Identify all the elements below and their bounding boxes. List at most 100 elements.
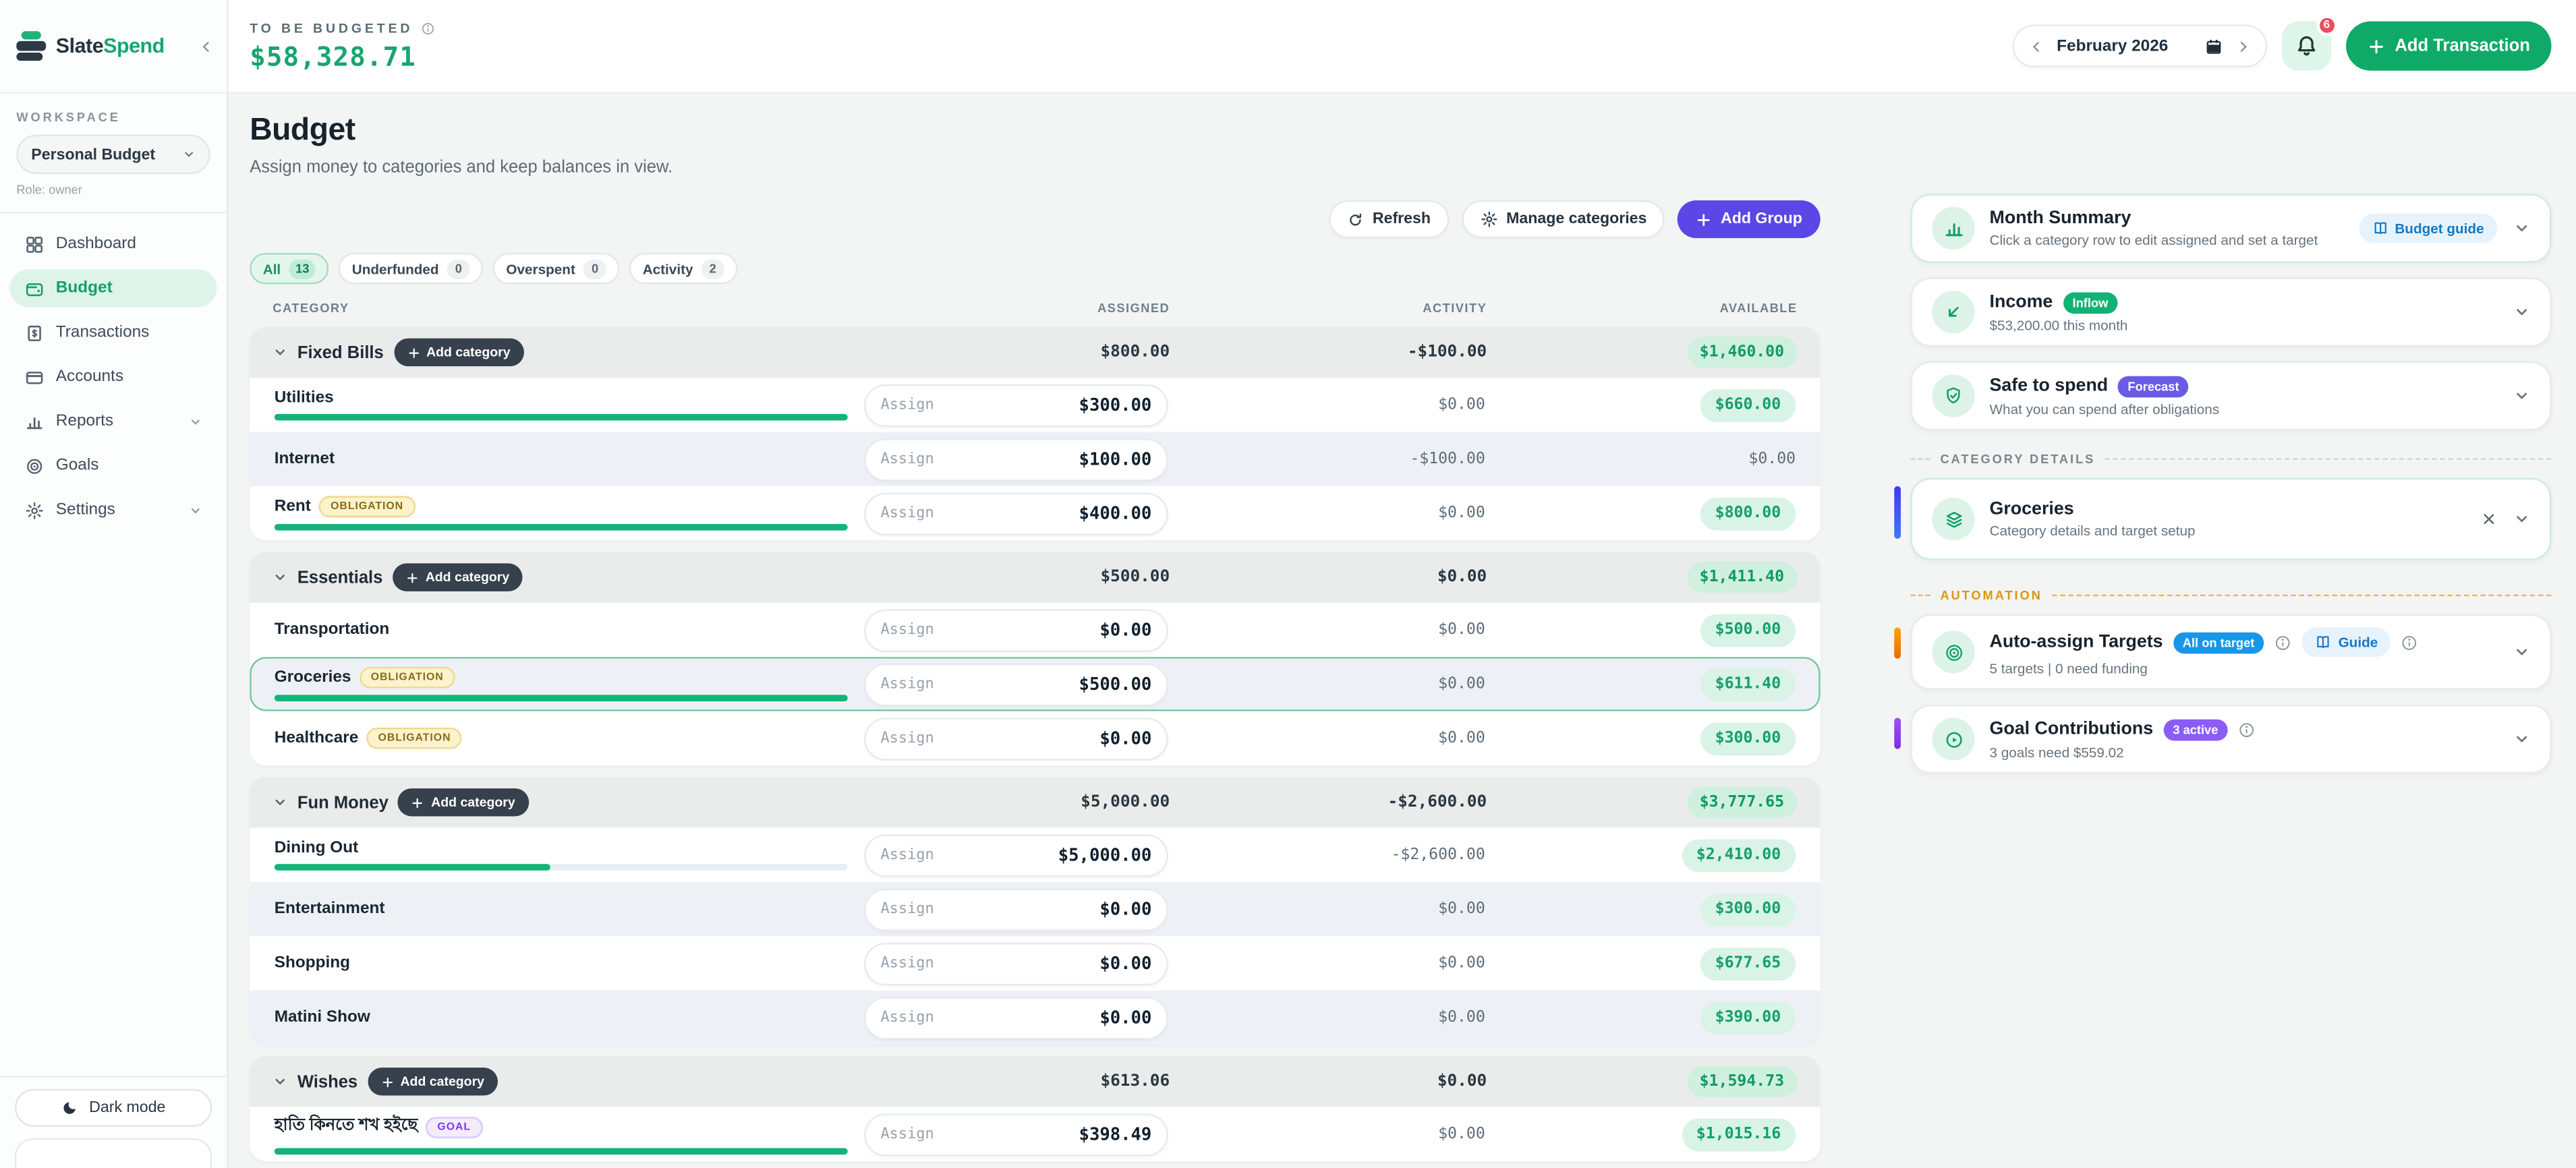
refresh-button[interactable]: Refresh bbox=[1329, 200, 1449, 239]
assign-input[interactable]: Assign $0.00 bbox=[864, 608, 1168, 651]
add-category-button[interactable]: Add category bbox=[398, 788, 529, 817]
add-category-button[interactable]: Add category bbox=[392, 563, 523, 591]
activity-amount: $0.00 bbox=[1438, 900, 1485, 918]
dark-mode-button[interactable]: Dark mode bbox=[14, 1088, 212, 1127]
category-row[interactable]: Shopping Assign $0.00 $0.00 $677.65 bbox=[250, 936, 1821, 991]
assign-input[interactable]: Assign $5,000.00 bbox=[864, 834, 1168, 877]
sidebar-item-dashboard[interactable]: Dashboard bbox=[10, 225, 217, 263]
manage-categories-button[interactable]: Manage categories bbox=[1462, 200, 1665, 239]
category-row[interactable]: Internet Assign $100.00 -$100.00 $0.00 bbox=[250, 432, 1821, 486]
to-be-budgeted-amount: $58,328.71 bbox=[250, 40, 417, 71]
group-available-badge: $1,460.00 bbox=[1686, 337, 1798, 368]
month-summary-card[interactable]: Month Summary Click a category row to ed… bbox=[1910, 194, 2552, 263]
assign-input[interactable]: Assign $0.00 bbox=[864, 941, 1168, 985]
chevron-down-icon[interactable] bbox=[2513, 388, 2529, 404]
book-icon bbox=[2374, 222, 2386, 235]
group-header[interactable]: Wishes Add category $613.06 $0.00 $1,594… bbox=[250, 1056, 1821, 1107]
category-progress-bar bbox=[274, 523, 848, 531]
prev-month-icon[interactable] bbox=[2029, 38, 2044, 53]
guide-button[interactable]: Guide bbox=[2301, 627, 2391, 658]
income-card[interactable]: Income Inflow $53,200.00 this month bbox=[1910, 277, 2552, 347]
category-details-card[interactable]: Groceries Category details and target se… bbox=[1910, 477, 2552, 560]
assigned-amount: $500.00 bbox=[1079, 674, 1152, 695]
sidebar-item-label: Accounts bbox=[55, 368, 124, 386]
auto-assign-targets-card[interactable]: Auto-assign Targets All on target Guide … bbox=[1910, 614, 2552, 690]
sidebar-item-label: Budget bbox=[55, 279, 113, 297]
info-icon[interactable] bbox=[2238, 720, 2256, 738]
sidebar-item-budget[interactable]: Budget bbox=[9, 269, 217, 308]
assign-input[interactable]: Assign $0.00 bbox=[864, 717, 1168, 760]
category-row[interactable]: Rent OBLIGATION Assign $400.00 $0.00 $800… bbox=[250, 486, 1821, 541]
add-transaction-button[interactable]: Add Transaction bbox=[2345, 21, 2552, 71]
month-label[interactable]: February 2026 bbox=[2057, 36, 2169, 55]
goal-contributions-card[interactable]: Goal Contributions 3 active 3 goals need… bbox=[1910, 704, 2552, 774]
obligation-badge: OBLIGATION bbox=[319, 496, 416, 518]
category-row[interactable]: Groceries OBLIGATION Assign $500.00 $0.00… bbox=[250, 657, 1821, 711]
assign-input[interactable]: Assign $500.00 bbox=[864, 662, 1168, 706]
assigned-amount: $0.00 bbox=[1099, 1008, 1152, 1028]
category-row[interactable]: হাতি কিনতে শখ হইছে GOAL Assign $398.49 $0… bbox=[250, 1107, 1821, 1161]
sidebar-item-settings[interactable]: Settings bbox=[10, 491, 217, 529]
chevron-down-icon[interactable] bbox=[2513, 510, 2529, 527]
chevron-down-icon[interactable] bbox=[2513, 731, 2529, 747]
sidebar-item-goals[interactable]: Goals bbox=[10, 446, 217, 484]
next-month-icon[interactable] bbox=[2235, 38, 2250, 53]
month-picker[interactable]: February 2026 bbox=[2012, 24, 2267, 67]
category-row[interactable]: Healthcare OBLIGATION Assign $0.00 $0.00 … bbox=[250, 711, 1821, 765]
assign-input[interactable]: Assign $400.00 bbox=[864, 492, 1168, 535]
info-icon[interactable] bbox=[2401, 633, 2419, 651]
assign-input[interactable]: Assign $398.49 bbox=[864, 1113, 1168, 1156]
add-category-button[interactable]: Add category bbox=[367, 1068, 498, 1096]
safe-to-spend-card[interactable]: Safe to spend Forecast What you can spen… bbox=[1910, 361, 2552, 431]
add-category-button[interactable]: Add category bbox=[393, 338, 524, 367]
group-collapse-icon[interactable] bbox=[273, 795, 287, 810]
workspace-section: WORKSPACE Personal Budget Role: owner bbox=[0, 94, 227, 214]
budget-guide-button[interactable]: Budget guide bbox=[2358, 213, 2498, 243]
add-group-button[interactable]: Add Group bbox=[1678, 200, 1821, 239]
inflow-arrow-icon bbox=[1932, 291, 1975, 334]
filter-chip-underfunded[interactable]: Underfunded 0 bbox=[339, 253, 484, 285]
category-card-title: Groceries bbox=[1989, 499, 2074, 519]
info-icon[interactable] bbox=[2274, 633, 2293, 651]
sidebar-item-label: Settings bbox=[55, 500, 115, 519]
chevron-down-icon bbox=[185, 152, 194, 157]
sidebar-collapse-icon[interactable] bbox=[199, 38, 214, 53]
category-row[interactable]: Transportation Assign $0.00 $0.00 $500.0… bbox=[250, 602, 1821, 658]
filter-chip-all[interactable]: All 13 bbox=[250, 253, 329, 285]
assign-input[interactable]: Assign $300.00 bbox=[864, 383, 1168, 427]
available-amount-badge: $800.00 bbox=[1700, 496, 1796, 530]
group-collapse-icon[interactable] bbox=[273, 345, 287, 359]
filter-chip-activity[interactable]: Activity 2 bbox=[629, 253, 738, 285]
info-icon[interactable] bbox=[422, 20, 436, 35]
category-row[interactable]: Matini Show Assign $0.00 $0.00 $390.00 bbox=[250, 990, 1821, 1045]
assign-input[interactable]: Assign $100.00 bbox=[864, 438, 1168, 481]
category-name: হাতি কিনতে শখ হইছে bbox=[274, 1117, 418, 1135]
sidebar-footer-button-partial[interactable] bbox=[14, 1138, 212, 1168]
assign-input[interactable]: Assign $0.00 bbox=[864, 996, 1168, 1039]
category-row[interactable]: Utilities Assign $300.00 $0.00 $660.00 bbox=[250, 378, 1821, 432]
category-row[interactable]: Dining Out Assign $5,000.00 -$2,600.00 $… bbox=[250, 827, 1821, 882]
category-row[interactable]: Entertainment Assign $0.00 $0.00 $300.00 bbox=[250, 881, 1821, 937]
sidebar-item-transactions[interactable]: Transactions bbox=[10, 314, 217, 351]
group-collapse-icon[interactable] bbox=[273, 570, 287, 585]
group-collapse-icon[interactable] bbox=[273, 1074, 287, 1089]
sidebar-header: SlateSpend bbox=[0, 0, 227, 94]
group-header[interactable]: Essentials Add category $500.00 $0.00 $1… bbox=[250, 552, 1821, 603]
chevron-down-icon[interactable] bbox=[2513, 304, 2529, 320]
notifications-button[interactable]: 6 bbox=[2281, 14, 2338, 71]
assign-input[interactable]: Assign $0.00 bbox=[864, 887, 1168, 931]
month-summary-title: Month Summary bbox=[1989, 208, 2131, 229]
calendar-icon[interactable] bbox=[2204, 37, 2223, 55]
available-amount: $0.00 bbox=[1748, 450, 1796, 469]
sidebar-item-reports[interactable]: Reports bbox=[10, 403, 217, 440]
chevron-down-icon[interactable] bbox=[2513, 220, 2529, 236]
sidebar-item-accounts[interactable]: Accounts bbox=[10, 358, 217, 396]
group-activity-amount: -$100.00 bbox=[1407, 343, 1487, 361]
workspace-select[interactable]: Personal Budget bbox=[16, 134, 210, 175]
filter-chip-overspent[interactable]: Overspent 0 bbox=[492, 253, 620, 285]
group-header[interactable]: Fixed Bills Add category $800.00 -$100.0… bbox=[250, 326, 1821, 378]
close-icon[interactable] bbox=[2481, 510, 2497, 527]
group-header[interactable]: Fun Money Add category $5,000.00 -$2,600… bbox=[250, 777, 1821, 828]
chevron-down-icon[interactable] bbox=[2513, 644, 2529, 660]
layers-icon bbox=[1932, 497, 1975, 541]
